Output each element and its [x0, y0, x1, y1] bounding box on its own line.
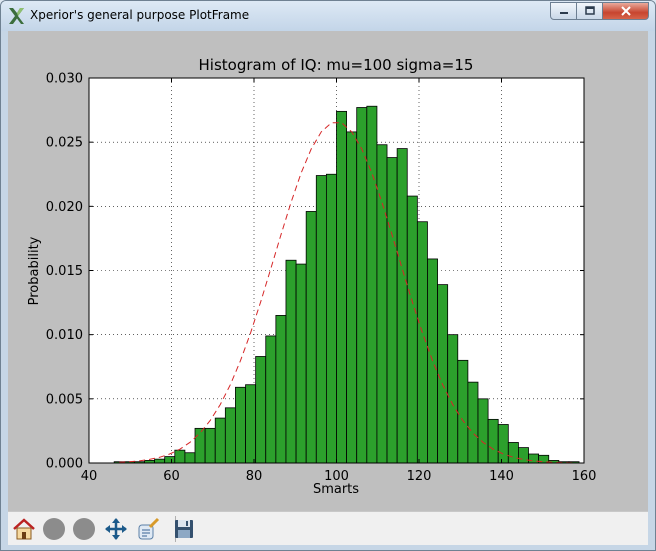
histogram-bar: [184, 452, 196, 464]
x-tick-label: 80: [246, 469, 263, 484]
move-arrows-icon: [105, 518, 127, 540]
x-tick-label: 60: [163, 469, 180, 484]
histogram-bar: [255, 356, 267, 464]
xperior-logo-icon: [9, 8, 24, 24]
close-icon: [620, 6, 631, 16]
histogram-bar: [336, 110, 348, 464]
minimize-icon: [559, 12, 568, 14]
title-bar[interactable]: Xperior's general purpose PlotFrame: [1, 1, 655, 31]
histogram-bar: [457, 359, 469, 464]
histogram-bar: [164, 456, 176, 464]
histogram-bar: [305, 211, 317, 464]
back-button[interactable]: [41, 516, 67, 542]
minimize-button[interactable]: [550, 2, 577, 20]
y-tick-label: 0.030: [46, 72, 83, 87]
histogram-bar: [245, 384, 257, 464]
floppy-save-icon: [175, 520, 193, 538]
histogram-bar: [477, 398, 489, 464]
histogram-bars: [113, 105, 580, 464]
close-button[interactable]: [603, 2, 649, 20]
histogram-bar: [204, 427, 216, 464]
x-tick-label: 120: [407, 469, 432, 484]
x-tick-label: 160: [572, 469, 597, 484]
histogram-bar: [356, 107, 368, 464]
histogram-bar: [396, 148, 408, 464]
histogram-bar: [507, 442, 519, 464]
maximize-icon: [584, 6, 595, 15]
histogram-bar: [346, 131, 358, 464]
y-tick-label: 0.010: [46, 328, 83, 343]
y-tick-label: 0.005: [46, 392, 83, 407]
histogram-bar: [315, 175, 327, 464]
histogram-bar: [437, 284, 449, 464]
pan-button[interactable]: [103, 516, 129, 542]
histogram-bar: [194, 427, 206, 464]
histogram-bar: [275, 315, 287, 464]
y-tick-label: 0.020: [46, 200, 83, 215]
histogram-bar: [376, 144, 388, 464]
normal-fit-line: [119, 122, 575, 464]
x-axis-ticks: 40 60 80 100 120 140 160: [81, 78, 597, 484]
histogram-bar: [406, 195, 418, 464]
y-tick-label: 0.000: [46, 457, 83, 472]
plot-toolbar: [8, 511, 648, 545]
histogram-bar: [214, 417, 226, 464]
configure-subplots-icon: [138, 517, 160, 540]
maximize-button[interactable]: [577, 2, 603, 20]
configure-button[interactable]: [135, 516, 161, 542]
histogram-bar: [285, 259, 297, 464]
back-circle-icon: [43, 518, 65, 540]
histogram-bar: [325, 173, 337, 464]
histogram-bar: [487, 418, 499, 464]
chart-title: Histogram of IQ: mu=100 sigma=15: [199, 56, 474, 74]
home-button[interactable]: [11, 516, 37, 542]
y-tick-label: 0.025: [46, 136, 83, 151]
histogram-bar: [235, 386, 246, 464]
plot-canvas[interactable]: 40 60 80 100 120 140 160 0.000 0.005 0.010 0.015 0…: [8, 31, 648, 511]
y-tick-label: 0.015: [46, 264, 83, 279]
home-icon: [13, 518, 35, 540]
x-tick-label: 40: [81, 469, 98, 484]
histogram-bar: [416, 221, 428, 464]
forward-button[interactable]: [71, 516, 97, 542]
histogram-bar: [295, 263, 307, 464]
histogram-chart: 40 60 80 100 120 140 160 0.0000.0050.0100.0150…: [27, 56, 597, 497]
save-button[interactable]: [171, 516, 197, 542]
histogram-bar: [497, 424, 509, 464]
histogram-bar: [447, 334, 459, 464]
y-axis-ticks: 0.000 0.005 0.010 0.015 0.020 0.025 0.030: [46, 72, 584, 472]
histogram-bar: [518, 447, 529, 464]
x-axis-label: Smarts: [313, 482, 359, 497]
histogram-bar: [224, 407, 236, 464]
histogram-bar: [366, 105, 378, 464]
histogram-bar: [154, 458, 166, 464]
window-title: Xperior's general purpose PlotFrame: [30, 8, 250, 22]
y-axis-label: Probability: [27, 236, 42, 305]
histogram-bar: [265, 335, 277, 464]
x-tick-label: 140: [489, 469, 514, 484]
histogram-bar: [386, 157, 398, 464]
histogram-bar: [467, 381, 479, 464]
x-tick-label: 100: [324, 469, 349, 484]
forward-circle-icon: [73, 518, 95, 540]
histogram-bar: [174, 449, 186, 464]
window-controls: [550, 2, 649, 22]
